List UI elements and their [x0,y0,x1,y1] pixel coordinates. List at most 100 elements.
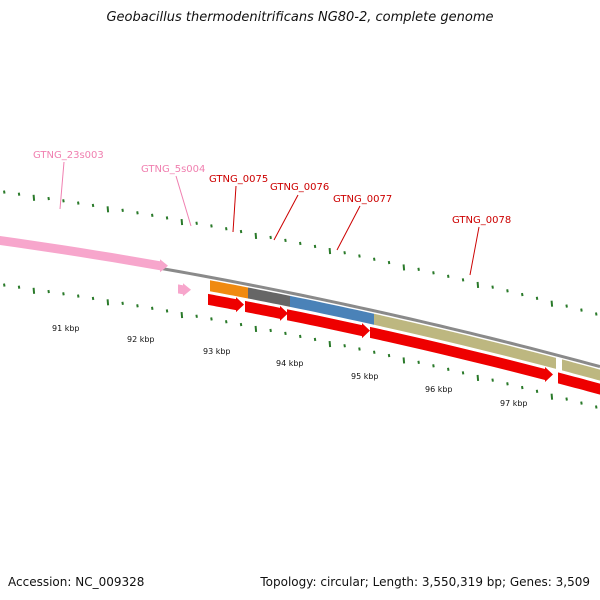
feature-segment-orange [210,280,248,299]
inner-tick-mark [550,393,554,400]
gene-leader-line-0078 [469,226,480,276]
inner-tick-mark [136,304,139,308]
rna-feature-5s004 [178,283,191,297]
cds-arrow-0077 [287,309,370,339]
inner-tick-mark [17,285,21,289]
outer-tick-mark [180,218,184,226]
inner-tick-mark [565,397,568,401]
genome-title: Geobacillus thermodenitrificans NG80-2, … [106,10,494,25]
gene-leader-line-0076 [273,194,299,241]
outer-tick-mark [284,238,287,243]
outer-tick-mark [417,267,420,271]
inner-tick-mark [239,322,243,327]
outer-tick-mark [239,229,243,234]
gene-leader-line-5s004 [175,175,192,227]
inner-tick-mark [299,334,302,339]
cds-arrow-0078 [370,326,553,382]
outer-tick-mark [580,308,583,312]
inner-tick-mark [91,296,95,301]
cds-arrow-0076 [245,300,288,321]
inner-tick-mark [521,385,524,390]
scale-label: 97 kbp [500,399,528,408]
outer-tick-mark [358,254,361,258]
scale-label: 92 kbp [127,335,155,344]
outer-tick-mark [461,278,465,282]
inner-tick-mark [180,311,184,319]
inner-tick-mark [77,294,80,298]
gene-leader-line-23s003 [59,161,65,210]
outer-tick-mark [299,241,302,246]
inner-tick-mark [476,374,480,382]
gene-leader-line-0077 [336,205,361,251]
outer-tick-mark [121,208,124,212]
feature-segment-olive-continued [562,359,600,381]
gene-label-0076: GTNG_0076 [270,182,329,193]
inner-tick-mark [461,371,465,375]
cds-arrow-0075 [208,293,244,313]
outer-tick-mark [550,300,554,307]
outer-tick-mark [225,227,228,231]
inner-tick-mark [165,309,169,313]
inner-tick-mark [151,306,154,310]
gene-label-23s003: GTNG_23s003 [33,150,104,161]
inner-tick-mark [328,341,332,348]
outer-tick-mark [17,192,21,196]
feature-segment-gray [248,287,290,307]
inner-tick-mark [506,382,509,386]
inner-tick-mark [432,364,435,368]
inner-tick-mark [47,289,50,294]
cds-arrow-next [558,372,600,395]
feature-segment-blue [290,295,374,325]
inner-tick-mark [225,320,228,324]
outer-tick-mark [136,211,139,215]
gene-label-5s004: GTNG_5s004 [141,164,205,175]
rna-feature-23s003 [0,236,168,273]
inner-tick-mark [195,314,198,318]
inner-tick-mark [402,357,406,364]
scale-label: 91 kbp [52,324,80,333]
scale-label: 95 kbp [351,372,379,381]
inner-tick-mark [284,331,287,336]
inner-tick-mark [343,344,346,348]
outer-tick-mark [447,274,450,278]
outer-tick-mark [3,190,6,194]
outer-tick-mark [506,289,509,293]
inner-tick-mark [3,283,6,287]
outer-tick-mark [151,213,154,217]
outer-tick-mark [47,196,50,201]
outer-tick-mark [432,271,435,275]
scale-label: 96 kbp [425,385,453,394]
inner-tick-mark [373,350,376,354]
inner-tick-mark [580,401,583,405]
outer-tick-mark [32,194,36,201]
inner-tick-mark [210,317,213,321]
outer-tick-mark [106,206,110,213]
outer-tick-mark [328,248,332,255]
outer-tick-mark [402,264,406,271]
outer-tick-mark [195,221,198,225]
inner-tick-mark [417,360,420,364]
inner-tick-mark [62,292,65,296]
outer-tick-mark [254,232,258,240]
scale-label: 94 kbp [276,359,304,368]
outer-tick-mark [343,251,346,255]
gene-label-0078: GTNG_0078 [452,215,511,226]
inner-tick-mark [535,389,539,394]
inner-tick-mark [491,378,494,382]
inner-tick-mark [254,325,258,333]
inner-tick-mark [106,299,110,306]
inner-tick-mark [313,337,317,342]
gene-leader-line-0075 [232,185,237,233]
inner-tick-mark [387,353,391,358]
gene-label-0075: GTNG_0075 [209,174,268,185]
outer-tick-mark [77,201,80,205]
inner-tick-mark [358,347,361,351]
outer-tick-mark [210,224,213,228]
outer-tick-mark [535,296,539,301]
outer-tick-mark [62,199,65,203]
inner-tick-mark [32,287,36,294]
inner-tick-mark [121,301,124,305]
outer-tick-mark [387,260,391,265]
outer-tick-mark [595,312,598,316]
